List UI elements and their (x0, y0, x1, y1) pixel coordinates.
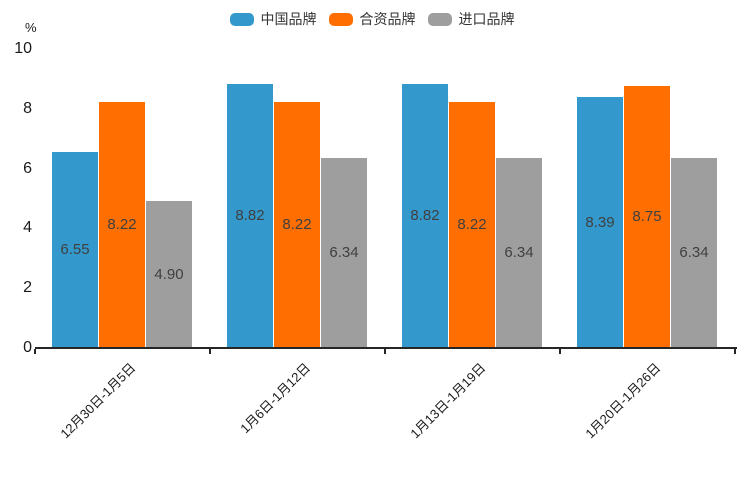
legend-item-label: 中国品牌 (260, 11, 317, 27)
x-axis-tick (384, 349, 386, 354)
bar-中国品牌-12月30日-1月5日: 6.55 (52, 152, 98, 348)
bar-value-label: 6.34 (329, 244, 359, 261)
bar-value-label: 6.34 (504, 244, 534, 261)
bar-value-label: 4.90 (154, 265, 184, 283)
bar-中国品牌-1月13日-1月19日: 8.82 (402, 84, 448, 348)
y-axis-tick-label: 2 (23, 279, 32, 297)
bar-value-label: 8.82 (235, 207, 265, 224)
x-axis-tick (734, 349, 736, 354)
bar-进口品牌-1月6日-1月12日: 6.34 (321, 158, 367, 348)
bar-合资品牌-1月6日-1月12日: 8.22 (274, 102, 320, 348)
bar-value-label: 8.22 (457, 216, 487, 233)
y-axis-unit-label: % (25, 20, 37, 35)
x-axis-category-label: 1月13日-1月19日 (407, 360, 489, 442)
bar-value-label: 8.22 (282, 216, 312, 233)
x-axis-category-label: 12月30日-1月5日 (57, 360, 139, 442)
bar-进口品牌-12月30日-1月5日: 4.90 (146, 201, 192, 348)
x-axis-category-label: 1月6日-1月12日 (237, 360, 314, 437)
legend-swatch-icon (328, 12, 353, 26)
bar-value-label: 8.82 (410, 207, 440, 224)
bar-value-label: 6.55 (60, 241, 90, 258)
bar-value-label: 8.75 (632, 208, 662, 225)
bar-进口品牌-1月13日-1月19日: 6.34 (496, 158, 542, 348)
bar-中国品牌-1月6日-1月12日: 8.82 (227, 84, 273, 348)
bar-中国品牌-1月20日-1月26日: 8.39 (577, 97, 623, 348)
legend-item[interactable]: 合资品牌 (328, 9, 416, 29)
x-axis-line (35, 347, 737, 349)
bar-合资品牌-12月30日-1月5日: 8.22 (99, 102, 145, 348)
x-axis-tick (209, 349, 211, 354)
bar-进口品牌-1月20日-1月26日: 6.34 (671, 158, 717, 348)
x-axis-tick (559, 349, 561, 354)
legend-item[interactable]: 中国品牌 (229, 9, 317, 29)
legend-item-label: 合资品牌 (359, 11, 416, 27)
y-axis-tick-label: 4 (23, 219, 32, 237)
y-axis-tick-label: 0 (23, 339, 32, 356)
legend-item-label: 进口品牌 (458, 11, 515, 27)
legend: 中国品牌 合资品牌 进口品牌 (0, 9, 744, 29)
x-axis-tick (34, 349, 36, 354)
legend-item[interactable]: 进口品牌 (427, 9, 515, 29)
y-axis-tick-label: 6 (23, 159, 32, 177)
y-axis-tick-label: 8 (23, 99, 32, 117)
bar-value-label: 8.39 (585, 213, 615, 231)
bar-合资品牌-1月20日-1月26日: 8.75 (624, 86, 670, 348)
x-axis-category-label: 1月20日-1月26日 (582, 360, 664, 442)
legend-swatch-icon (427, 12, 452, 26)
legend-swatch-icon (229, 12, 254, 26)
bar-合资品牌-1月13日-1月19日: 8.22 (449, 102, 495, 348)
y-axis-tick-label: 10 (14, 40, 32, 57)
bar-value-label: 8.22 (107, 216, 137, 233)
bar-value-label: 6.34 (679, 244, 709, 261)
